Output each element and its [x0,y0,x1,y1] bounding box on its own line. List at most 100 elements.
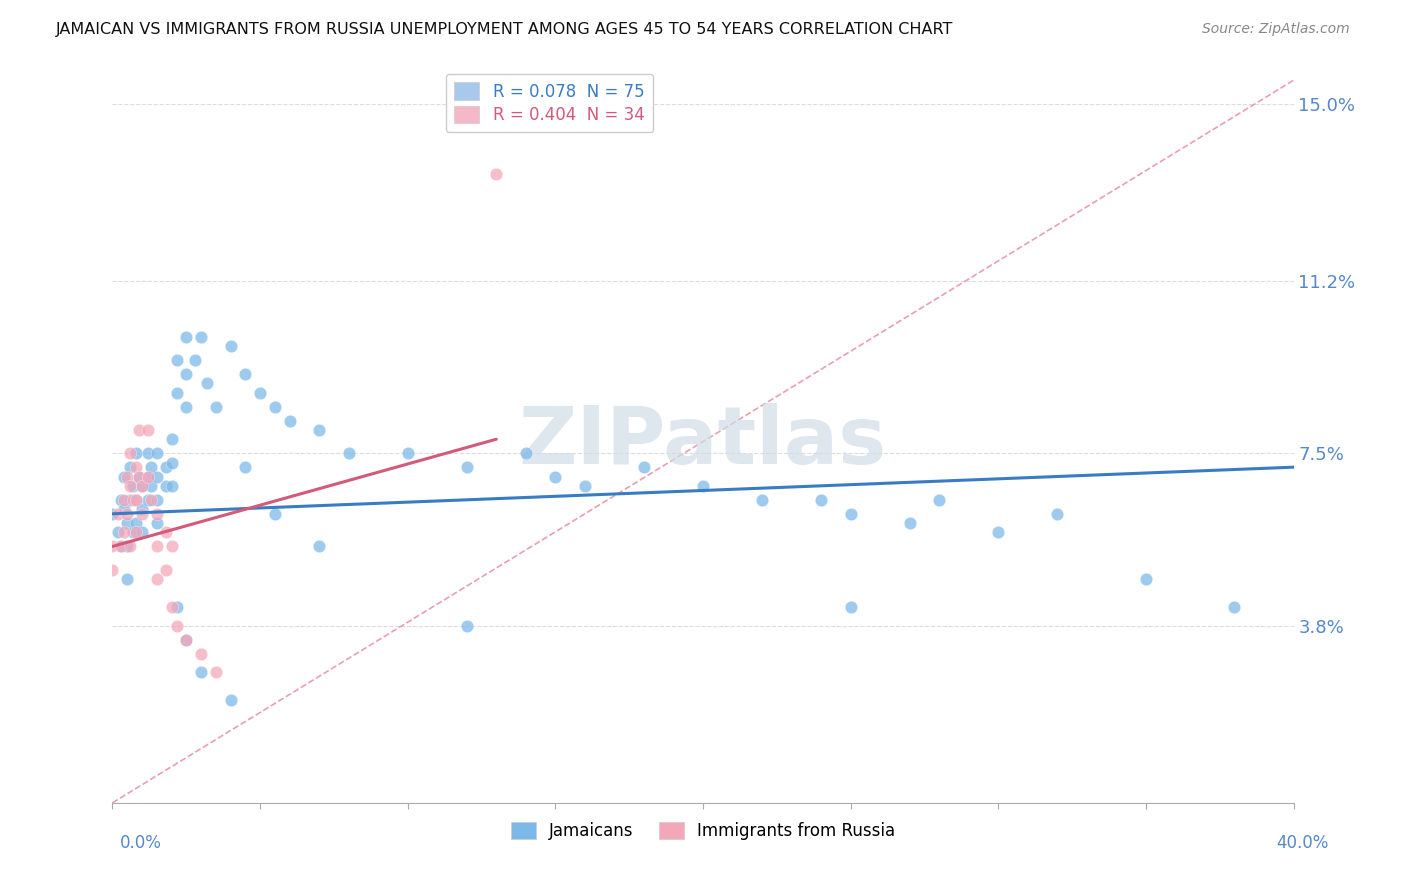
Point [125,492,148,507]
Point [184,353,207,368]
Point [139,460,162,475]
Point [166,618,188,632]
Point [117,516,138,530]
Point [174,329,197,343]
Point [110,540,132,554]
Point [233,367,256,381]
Point [112,492,135,507]
Point [160,600,183,615]
Point [190,329,212,343]
Point [174,400,197,414]
Point [987,525,1010,540]
Point [122,479,145,493]
Point [249,385,271,400]
Point [544,469,567,483]
Point [337,446,360,460]
Point [174,367,197,381]
Point [120,460,142,475]
Point [1223,600,1246,615]
Point [146,446,169,460]
Legend: Jamaicans, Immigrants from Russia: Jamaicans, Immigrants from Russia [502,814,904,848]
Point [155,460,177,475]
Point [120,492,142,507]
Text: ZIPatlas: ZIPatlas [519,402,887,481]
Point [190,665,212,680]
Point [122,525,145,540]
Point [456,618,478,632]
Point [1046,507,1069,521]
Point [166,385,188,400]
Point [839,600,862,615]
Point [928,492,950,507]
Point [101,507,124,521]
Point [190,647,212,661]
Point [139,492,162,507]
Point [125,460,148,475]
Point [574,479,596,493]
Point [117,469,138,483]
Point [308,423,330,437]
Point [456,460,478,475]
Point [155,479,177,493]
Point [112,502,135,516]
Point [219,693,242,707]
Point [117,507,138,521]
Text: 40.0%: 40.0% [1277,834,1329,852]
Point [155,563,177,577]
Point [146,516,169,530]
Point [174,632,197,647]
Point [810,492,832,507]
Point [160,432,183,446]
Point [146,507,169,521]
Point [160,540,183,554]
Point [120,446,142,460]
Point [125,446,148,460]
Point [122,492,145,507]
Point [166,600,188,615]
Point [264,400,287,414]
Point [112,469,135,483]
Point [125,516,148,530]
Point [146,469,169,483]
Point [107,525,129,540]
Point [117,540,138,554]
Point [128,423,150,437]
Point [515,446,537,460]
Point [396,446,419,460]
Point [233,460,256,475]
Point [219,339,242,353]
Point [101,540,124,554]
Point [110,540,132,554]
Point [166,353,188,368]
Point [146,492,169,507]
Point [117,572,138,586]
Point [131,502,153,516]
Point [898,516,921,530]
Point [146,572,169,586]
Point [125,525,148,540]
Point [101,563,124,577]
Point [264,507,287,521]
Text: JAMAICAN VS IMMIGRANTS FROM RUSSIA UNEMPLOYMENT AMONG AGES 45 TO 54 YEARS CORREL: JAMAICAN VS IMMIGRANTS FROM RUSSIA UNEMP… [56,22,953,37]
Text: Source: ZipAtlas.com: Source: ZipAtlas.com [1202,22,1350,37]
Point [308,540,330,554]
Point [278,413,301,427]
Text: 0.0%: 0.0% [120,834,162,852]
Point [131,525,153,540]
Point [195,376,218,391]
Point [112,525,135,540]
Point [128,469,150,483]
Point [205,665,228,680]
Point [174,632,197,647]
Point [139,479,162,493]
Point [136,423,159,437]
Point [136,492,159,507]
Point [136,469,159,483]
Point [107,507,129,521]
Point [131,507,153,521]
Point [205,400,228,414]
Point [120,540,142,554]
Point [136,446,159,460]
Point [839,507,862,521]
Point [131,479,153,493]
